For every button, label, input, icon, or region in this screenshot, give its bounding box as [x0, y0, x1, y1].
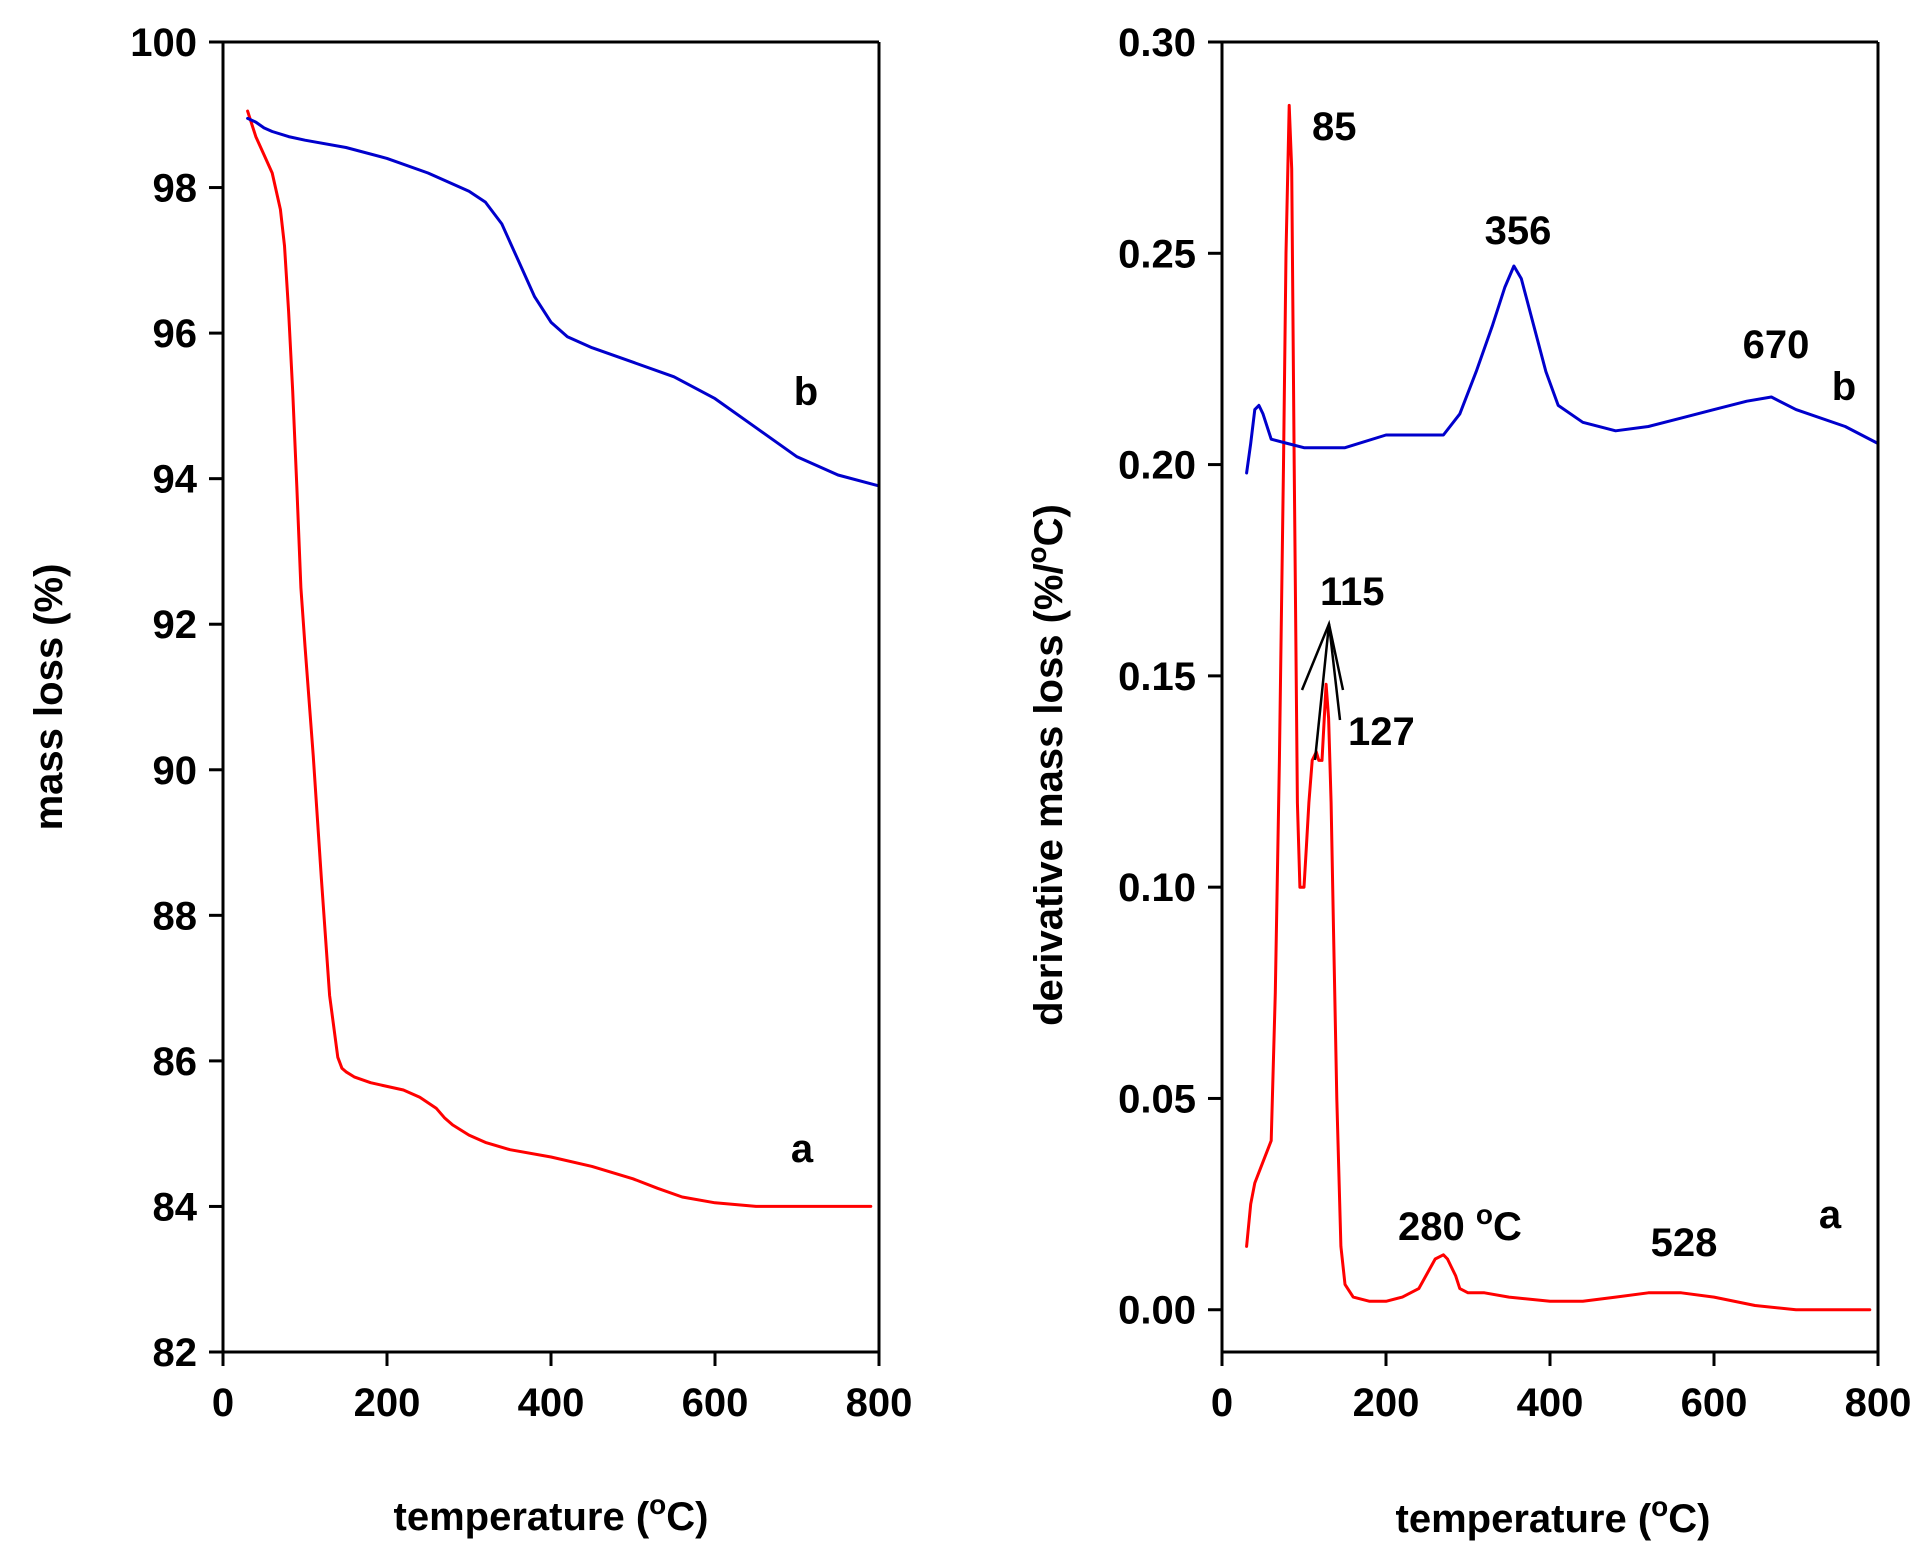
series-label-b: b — [1832, 365, 1856, 409]
peak-label-280: 280 oC — [1398, 1199, 1522, 1249]
x-tick-label: 800 — [846, 1381, 913, 1425]
peak-label-115: 115 — [1320, 570, 1385, 614]
dtg-derivative-chart: 0 200 400 600 800 0.00 0.05 0.10 0.15 0.20 0.25 0.3… — [1021, 21, 1911, 1541]
peak-label-670: 670 — [1743, 323, 1810, 367]
y-tick-label: 82 — [153, 1331, 198, 1375]
x-axis-title: temperature (oC) — [1396, 1491, 1711, 1541]
series-line-a — [246, 109, 873, 1208]
y-tick-label: 98 — [153, 167, 198, 211]
y-axis-title: mass loss (%) — [27, 564, 71, 831]
peak-label-356: 356 — [1485, 209, 1552, 253]
x-tick-label: 0 — [212, 1381, 234, 1425]
peak-label-85: 85 — [1312, 105, 1357, 149]
y-tick-label: 0.25 — [1118, 232, 1196, 276]
y-axis-title: derivative mass loss (%/oC) — [1021, 504, 1071, 1026]
y-tick-label: 96 — [153, 312, 198, 356]
x-tick-label: 0 — [1211, 1381, 1233, 1425]
x-tick-label: 200 — [1353, 1381, 1420, 1425]
series-label-b: b — [794, 370, 818, 414]
y-tick-label: 100 — [130, 21, 197, 65]
y-tick-label: 90 — [153, 749, 198, 793]
y-tick-label: 86 — [153, 1040, 198, 1084]
y-tick-label: 92 — [153, 603, 198, 647]
y-tick-label: 84 — [153, 1185, 198, 1229]
series-line-b — [246, 116, 881, 488]
x-axis-title: temperature (oC) — [394, 1489, 709, 1539]
peak-label-127: 127 — [1348, 710, 1415, 754]
y-tick-label: 0.00 — [1118, 1289, 1196, 1333]
y-tick-label: 0.10 — [1118, 866, 1196, 910]
y-tick-label: 0.20 — [1118, 444, 1196, 488]
series-line-a — [1245, 103, 1872, 1312]
series-label-a: a — [791, 1127, 814, 1171]
series-label-a: a — [1819, 1193, 1842, 1237]
y-tick-label: 0.05 — [1118, 1077, 1196, 1121]
x-tick-label: 600 — [682, 1381, 749, 1425]
x-tick-label: 800 — [1845, 1381, 1912, 1425]
pointer-127 — [1313, 623, 1342, 761]
x-tick-label: 400 — [518, 1381, 585, 1425]
x-tick-label: 200 — [354, 1381, 421, 1425]
peak-label-528: 528 — [1651, 1221, 1718, 1265]
x-tick-label: 400 — [1517, 1381, 1584, 1425]
y-tick-label: 94 — [153, 458, 198, 502]
tga-mass-loss-chart: 0 200 400 600 800 82 84 86 88 90 92 94 96 98 100 mass … — [27, 21, 912, 1539]
y-tick-label: 0.30 — [1118, 21, 1196, 65]
x-tick-label: 600 — [1681, 1381, 1748, 1425]
y-tick-label: 88 — [153, 894, 198, 938]
series-line-b — [1245, 264, 1880, 475]
y-tick-label: 0.15 — [1118, 655, 1196, 699]
